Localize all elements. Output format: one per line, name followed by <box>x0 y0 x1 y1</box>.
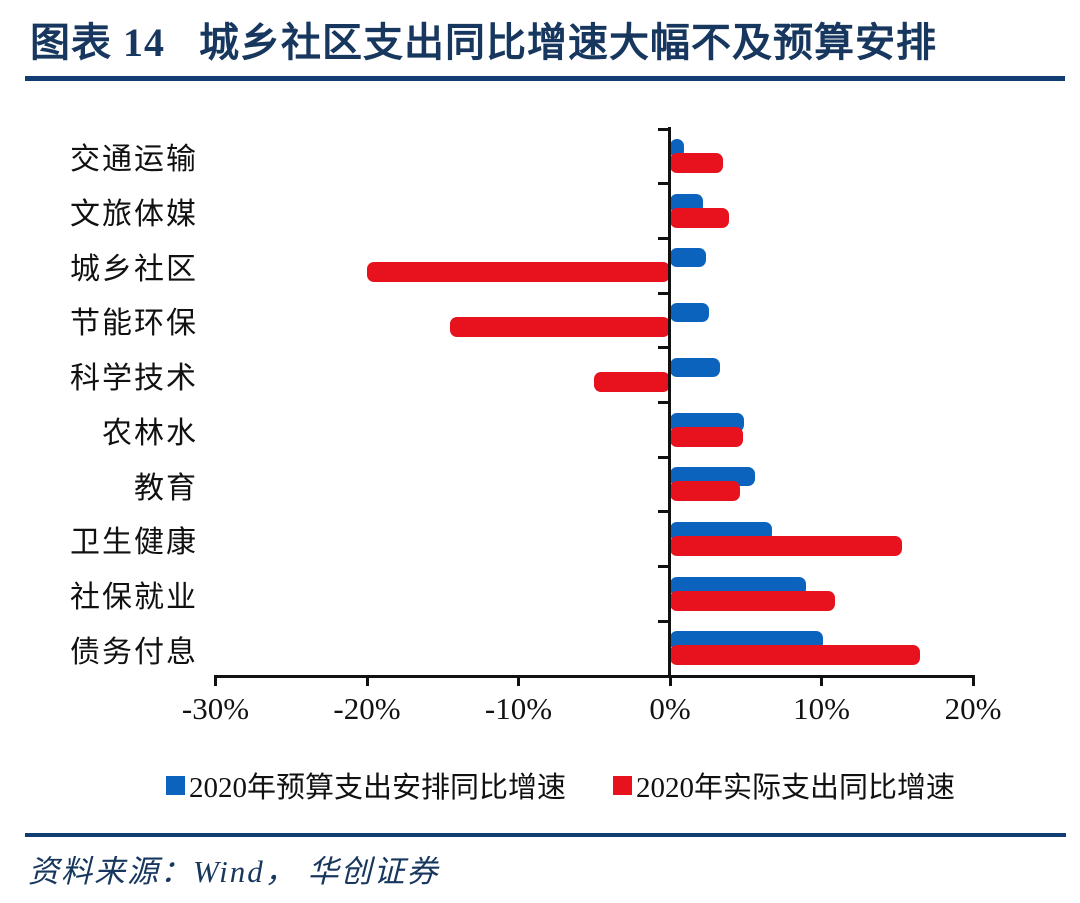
x-axis-tick <box>214 675 217 686</box>
bar-actual <box>670 426 743 447</box>
legend-swatch-blue <box>166 775 185 795</box>
y-axis-tick <box>658 565 669 569</box>
y-axis-tick <box>658 455 669 459</box>
x-axis-tick <box>820 675 823 686</box>
category-label: 交通运输 <box>70 143 198 177</box>
y-axis-tick <box>658 127 669 131</box>
x-axis-tick <box>365 675 369 686</box>
bar-actual <box>594 371 670 392</box>
y-axis-tick <box>658 401 669 404</box>
bar-actual <box>670 590 836 611</box>
category-label: 卫生健康 <box>70 526 198 560</box>
bar-budget <box>670 248 707 268</box>
y-axis-tick <box>658 182 669 186</box>
bar-actual <box>367 262 670 283</box>
figure-title: 城乡社区支出同比增速大幅不及预算安排 <box>199 20 937 65</box>
category-label: 社保就业 <box>70 580 198 614</box>
category-label: 科学技术 <box>70 362 198 396</box>
title-rule <box>25 76 1065 81</box>
category-label: 农林水 <box>102 416 198 450</box>
legend-item-budget: 2020年预算支出安排同比增速 <box>166 768 566 804</box>
bar-actual <box>670 481 740 502</box>
x-axis-line <box>214 675 974 678</box>
x-axis-tick <box>517 675 520 686</box>
y-axis-line <box>667 127 671 678</box>
bar-actual <box>450 317 670 338</box>
x-tick-label: 10% <box>793 691 850 726</box>
source-text: 资料来源：Wind， 华创证券 <box>28 854 440 889</box>
bar-actual <box>670 645 920 666</box>
y-axis-tick <box>658 291 669 295</box>
legend-label: 2020年实际支出同比增速 <box>636 772 956 804</box>
bar-actual <box>670 207 730 228</box>
y-axis-tick <box>658 619 669 623</box>
bar-actual <box>670 153 724 173</box>
figure-title-row: 图表 14 城乡社区支出同比增速大幅不及预算安排 <box>30 10 1060 68</box>
legend-swatch-red <box>613 775 632 795</box>
category-label: 债务付息 <box>70 635 198 669</box>
category-label: 文旅体媒 <box>70 198 198 232</box>
x-tick-label: 0% <box>649 691 691 726</box>
y-axis-tick <box>658 236 669 240</box>
x-tick-label: -10% <box>484 691 553 726</box>
x-tick-label: 20% <box>944 691 1002 726</box>
bar-actual <box>670 535 902 556</box>
category-label: 节能环保 <box>70 307 198 341</box>
y-axis-tick <box>658 510 669 514</box>
legend-item-actual: 2020年实际支出同比增速 <box>613 768 955 804</box>
x-axis-tick <box>971 675 975 686</box>
x-tick-label: -30% <box>181 691 250 726</box>
x-axis-tick <box>668 675 672 686</box>
bar-budget <box>670 357 720 377</box>
figure-number-label: 图表 14 <box>30 20 165 65</box>
category-label: 城乡社区 <box>70 252 198 286</box>
category-label: 教育 <box>134 471 198 505</box>
y-axis-tick <box>658 346 669 350</box>
legend-label: 2020年预算支出安排同比增速 <box>189 772 567 804</box>
bar-budget <box>670 303 710 323</box>
x-tick-label: -20% <box>333 691 401 726</box>
source-rule <box>25 833 1066 837</box>
